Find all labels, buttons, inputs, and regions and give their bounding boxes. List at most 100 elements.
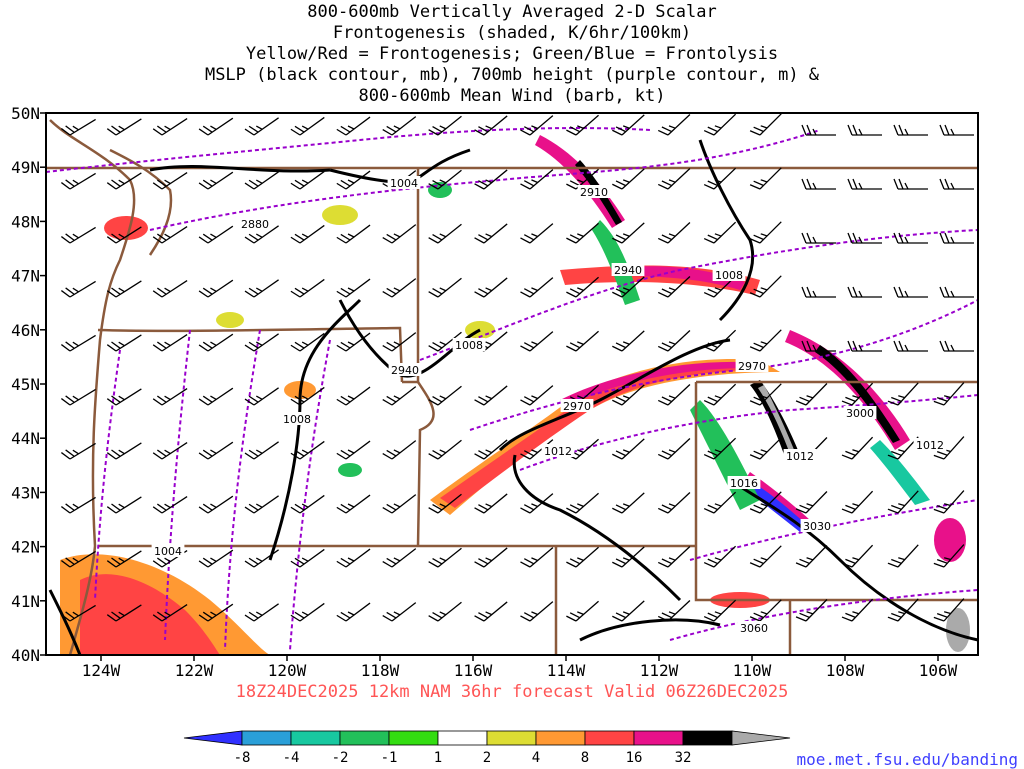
wind-barb	[657, 222, 691, 244]
wind-barb	[382, 602, 417, 622]
wind-barb	[382, 494, 417, 514]
wind-barb	[290, 116, 325, 136]
wind-barb	[612, 384, 645, 406]
wind-barb	[290, 602, 325, 622]
latitude-label: 40N	[11, 646, 40, 665]
wind-barb	[244, 333, 279, 352]
latitude-label: 47N	[11, 267, 40, 286]
wind-barb	[428, 439, 462, 460]
wind-barb	[795, 545, 828, 568]
contour-label: 3000	[846, 407, 874, 420]
wind-barb	[244, 387, 279, 406]
wind-barb	[60, 496, 96, 514]
wind-barb	[152, 604, 188, 622]
wind-barb	[198, 603, 234, 622]
wind-barb	[841, 436, 874, 460]
latitude-label: 48N	[11, 212, 40, 231]
wind-barb	[841, 544, 874, 568]
wind-barb	[887, 490, 919, 514]
wind-barb	[106, 226, 142, 244]
wind-barb	[703, 545, 737, 568]
latitude-label: 43N	[11, 483, 40, 502]
wind-barb	[152, 550, 188, 568]
wind-barb	[198, 495, 234, 514]
colorbar-arrow-high	[731, 730, 791, 746]
wind-barb	[749, 545, 782, 568]
wind-barb	[198, 171, 234, 190]
wind-barb	[703, 491, 737, 514]
title-line-2: Frontogenesis (shaded, K/6hr/100km)	[332, 23, 692, 43]
wind-barb	[198, 117, 234, 136]
wind-barb	[60, 604, 96, 622]
wind-barb	[336, 332, 371, 352]
wind-barb	[520, 439, 554, 460]
wind-barb	[336, 278, 371, 298]
latitude-axis: 50N 49N 48N 47N 46N 45N 44N 43N 42N 41N 40N	[11, 104, 46, 665]
wind-barb	[520, 331, 554, 352]
contour-label: 1012	[544, 445, 572, 458]
map-frame	[45, 112, 979, 656]
wind-barb	[801, 286, 836, 298]
wind-barb	[749, 221, 782, 244]
wind-barb	[428, 331, 462, 352]
wind-barb	[382, 224, 417, 244]
wind-barb	[60, 334, 96, 352]
contour-label: 1008	[715, 269, 743, 282]
latitude-label: 42N	[11, 538, 40, 557]
colorbar-arrow-low	[183, 730, 243, 746]
colorbar-tick-label: 16	[626, 750, 643, 766]
wind-barb	[428, 277, 462, 298]
longitude-label: 114W	[547, 661, 586, 680]
wind-barb	[657, 276, 691, 298]
wind-barb	[939, 232, 974, 244]
wind-barb	[244, 441, 279, 460]
wind-barb	[198, 333, 234, 352]
colorbar-segment	[437, 730, 488, 746]
wind-barb	[106, 280, 142, 298]
wind-barb	[520, 385, 554, 406]
colorbar: -8 -4 -2 -1 1 2 4 8 16 32	[183, 730, 791, 766]
wind-barb	[382, 116, 417, 136]
longitude-label: 106W	[919, 661, 958, 680]
wind-barb	[382, 332, 417, 352]
longitude-axis: 124W 122W 120W 118W 116W 114W 112W 110W 108W 106W	[82, 655, 958, 680]
latitude-label: 49N	[11, 158, 40, 177]
colorbar-tick-label: 32	[675, 750, 692, 766]
longitude-label: 110W	[733, 661, 772, 680]
wind-barb	[657, 114, 691, 136]
wind-barb	[703, 437, 737, 460]
height-contours	[45, 127, 979, 651]
wind-barb	[841, 598, 874, 622]
contour-labels: 1004 1008 1008 1008 1012 1016 1012 1012 1004 2880…	[151, 176, 947, 635]
wind-barb	[657, 438, 691, 460]
latitude-label: 46N	[11, 321, 40, 340]
wind-barb	[290, 440, 325, 460]
wind-barb	[152, 334, 188, 352]
title-line-4: MSLP (black contour, mb), 700mb height (…	[204, 65, 820, 85]
wind-barb	[749, 275, 782, 298]
wind-barb	[801, 340, 836, 352]
wind-barb	[106, 442, 142, 460]
mslp-contours	[48, 139, 979, 656]
wind-barb	[428, 169, 462, 190]
wind-barb	[933, 490, 965, 514]
wind-barb	[520, 601, 554, 622]
wind-barb	[428, 115, 462, 136]
contour-label: 2970	[738, 360, 766, 373]
latitude-label: 41N	[11, 592, 40, 611]
latitude-label: 50N	[11, 104, 40, 123]
wind-barb	[198, 549, 234, 568]
wind-barb	[749, 329, 782, 352]
wind-barb	[382, 278, 417, 298]
wind-barb	[612, 600, 645, 622]
wind-barb	[703, 599, 737, 622]
wind-barb	[336, 440, 371, 460]
title-line-3: Yellow/Red = Frontogenesis; Green/Blue =…	[245, 44, 779, 64]
contour-label: 1004	[154, 545, 182, 558]
wind-barb	[106, 496, 142, 514]
wind-barb	[893, 286, 928, 298]
wind-barb	[749, 383, 782, 406]
wind-barb	[939, 178, 974, 190]
colorbar-tick-label: 4	[532, 750, 540, 766]
wind-barb	[60, 550, 96, 568]
